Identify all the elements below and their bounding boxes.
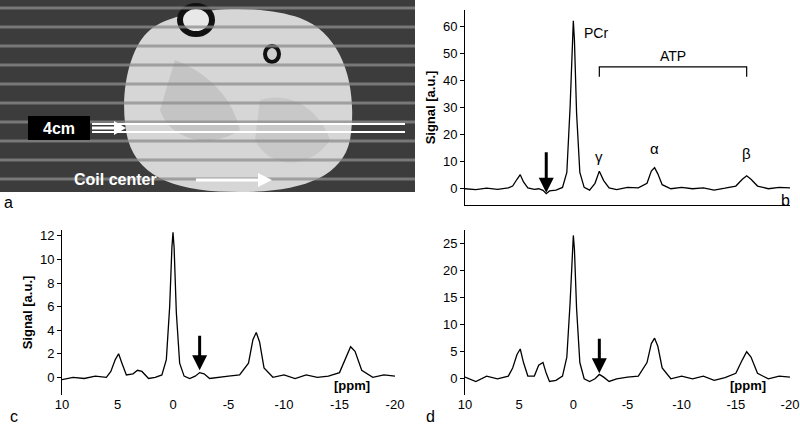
svg-text:Coil center: Coil center (74, 171, 157, 188)
svg-text:α: α (650, 140, 659, 157)
svg-text:10: 10 (443, 317, 457, 332)
svg-text:6: 6 (47, 299, 54, 314)
svg-text:2: 2 (47, 346, 54, 361)
svg-text:Signal [a.u.]: Signal [a.u.] (423, 71, 438, 145)
svg-text:30: 30 (443, 100, 457, 115)
svg-text:ATP: ATP (660, 48, 686, 64)
svg-text:d: d (426, 408, 435, 425)
svg-text:γ: γ (595, 148, 603, 165)
svg-text:5: 5 (114, 397, 121, 412)
svg-text:40: 40 (443, 73, 457, 88)
svg-text:PCr: PCr (584, 25, 608, 41)
svg-text:a: a (4, 194, 13, 211)
svg-text:-15: -15 (726, 397, 745, 412)
svg-text:0: 0 (47, 370, 54, 385)
svg-text:60: 60 (443, 19, 457, 34)
svg-text:-20: -20 (386, 397, 405, 412)
svg-text:-5: -5 (223, 397, 235, 412)
svg-text:0: 0 (570, 397, 577, 412)
svg-text:-10: -10 (275, 397, 294, 412)
svg-text:20: 20 (443, 127, 457, 142)
svg-text:-15: -15 (330, 397, 349, 412)
svg-text:15: 15 (443, 290, 457, 305)
svg-text:10: 10 (443, 154, 457, 169)
svg-text:10: 10 (458, 397, 472, 412)
svg-text:10: 10 (55, 397, 69, 412)
svg-text:0: 0 (450, 181, 457, 196)
svg-text:-5: -5 (622, 397, 634, 412)
svg-text:50: 50 (443, 46, 457, 61)
svg-text:5: 5 (516, 397, 523, 412)
svg-text:4cm: 4cm (43, 120, 75, 137)
svg-text:[ppm]: [ppm] (730, 378, 766, 393)
svg-text:8: 8 (47, 276, 54, 291)
svg-text:0: 0 (169, 397, 176, 412)
svg-text:25: 25 (443, 236, 457, 251)
svg-text:[ppm]: [ppm] (334, 378, 370, 393)
svg-text:5: 5 (450, 344, 457, 359)
svg-text:10: 10 (40, 252, 54, 267)
svg-text:0: 0 (450, 371, 457, 386)
svg-text:c: c (10, 408, 18, 425)
svg-text:-10: -10 (672, 397, 691, 412)
svg-text:β: β (742, 145, 751, 162)
svg-text:-20: -20 (781, 397, 800, 412)
svg-text:b: b (781, 192, 790, 209)
svg-text:4: 4 (47, 323, 54, 338)
svg-text:Signal [a.u.]: Signal [a.u.] (20, 276, 35, 350)
svg-text:12: 12 (40, 228, 54, 243)
svg-text:20: 20 (443, 263, 457, 278)
